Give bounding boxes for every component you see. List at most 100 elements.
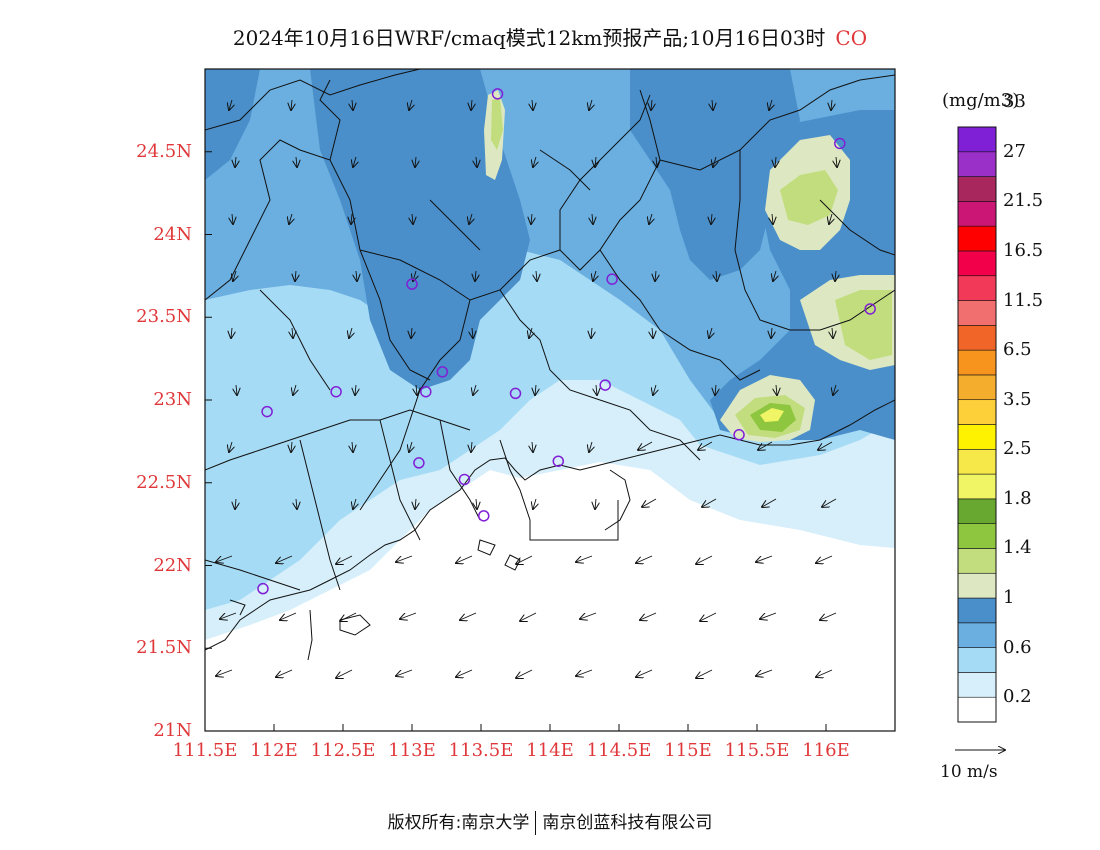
wind-arrow xyxy=(576,555,593,562)
station-marker xyxy=(478,510,490,522)
x-tick-label: 114.5E xyxy=(586,740,652,761)
wind-arrow xyxy=(472,327,473,338)
wind-arrow xyxy=(700,612,717,621)
wind-arrow xyxy=(415,498,416,509)
wind-arrow xyxy=(456,555,473,563)
wind-arrow xyxy=(220,612,237,619)
wind-arrow xyxy=(409,441,412,452)
wind-arrow xyxy=(356,270,357,281)
footer-separator xyxy=(535,811,537,835)
colorbar-segment xyxy=(957,325,997,351)
wind-arrow xyxy=(476,498,477,509)
wind-arrow xyxy=(396,555,413,562)
x-tick-label: 111.5E xyxy=(172,740,238,761)
x-tick-label: 115E xyxy=(664,740,712,761)
wind-arrow xyxy=(533,498,536,509)
wind-arrow xyxy=(816,669,833,677)
wind-arrow xyxy=(531,213,532,224)
wind-arrow xyxy=(756,669,773,676)
colorbar-unit: (mg/m3) xyxy=(942,90,1020,111)
station-markers xyxy=(257,88,876,595)
wind-arrow xyxy=(589,441,592,452)
wind-arrow xyxy=(232,213,233,224)
wind-arrow xyxy=(336,555,353,564)
wind-arrow xyxy=(655,270,656,281)
colorbar-label: 16.5 xyxy=(1003,239,1044,261)
wind-arrow xyxy=(653,384,656,395)
station-marker xyxy=(733,429,745,441)
y-tick-label: 23N xyxy=(153,389,192,410)
wind-arrow xyxy=(473,384,476,395)
x-tick-label: 115.5E xyxy=(724,740,790,761)
wind-arrow xyxy=(652,327,653,338)
wind-arrow xyxy=(762,498,777,507)
y-tick-label: 23.5N xyxy=(136,306,192,328)
wind-arrow xyxy=(516,669,533,678)
station-marker xyxy=(491,88,504,100)
y-tick-label: 22.5N xyxy=(136,471,192,493)
station-marker xyxy=(606,273,618,285)
wind-arrow xyxy=(589,99,592,110)
station-marker xyxy=(458,473,471,486)
colorbar-segment xyxy=(957,225,997,252)
wind-arrow xyxy=(296,498,297,509)
wind-arrow xyxy=(835,270,836,281)
wind-arrow xyxy=(340,612,357,621)
colorbar-segment xyxy=(957,473,997,500)
wind-arrow xyxy=(636,555,653,563)
wind-arrow xyxy=(536,270,537,281)
reference-wind-label: 10 m/s xyxy=(940,762,998,782)
colorbar-segment xyxy=(957,250,997,277)
wind-arrow xyxy=(772,213,773,224)
wind-arrow xyxy=(636,669,653,677)
wind-arrow xyxy=(476,156,477,167)
x-tick-label: 113E xyxy=(388,740,436,761)
station-marker xyxy=(261,405,273,418)
wind-arrow xyxy=(469,213,472,224)
wind-arrow xyxy=(640,612,657,620)
wind-arrow xyxy=(696,555,713,564)
colorbar-segment xyxy=(957,201,997,227)
wind-arrow xyxy=(529,327,532,338)
wind-arrow xyxy=(349,327,352,338)
wind-arrow xyxy=(698,441,713,450)
wind-arrow xyxy=(471,99,472,110)
colorbar-segment xyxy=(957,548,997,574)
wind-arrow xyxy=(229,99,232,110)
wind-vectors xyxy=(216,99,837,678)
colorbar-label: 1.8 xyxy=(1003,487,1032,509)
wind-arrow xyxy=(233,270,236,281)
wind-arrow xyxy=(651,99,652,110)
wind-arrow xyxy=(820,612,837,620)
colorbar-segment xyxy=(957,523,997,549)
wind-arrow xyxy=(593,270,596,281)
colorbar-segment xyxy=(957,597,997,624)
station-marker xyxy=(413,457,425,469)
wind-arrow xyxy=(716,270,717,281)
copyright-footer: 版权所有:南京大学 南京创蓝科技有限公司 xyxy=(0,808,1100,835)
wind-arrow xyxy=(396,669,413,676)
station-marker xyxy=(330,385,342,398)
colorbar-label: 3.5 xyxy=(1003,388,1032,410)
colorbar-segment xyxy=(957,572,997,599)
station-marker xyxy=(406,278,418,290)
colorbar-label: 27 xyxy=(1003,140,1026,162)
wind-arrow xyxy=(409,99,412,110)
colorbar-label: 21.5 xyxy=(1003,190,1044,212)
wind-arrow xyxy=(713,156,716,167)
wind-arrow xyxy=(535,384,536,395)
wind-arrow xyxy=(235,156,236,167)
wind-arrow xyxy=(460,612,477,620)
colorbar-label: 11.5 xyxy=(1003,289,1044,311)
wind-arrow xyxy=(771,327,772,338)
wind-arrow xyxy=(532,441,533,452)
wind-arrow xyxy=(709,327,712,338)
wind-arrow xyxy=(696,669,713,678)
wind-arrow xyxy=(818,441,833,450)
colorbar-segment xyxy=(957,424,997,450)
station-marker xyxy=(864,303,876,315)
station-marker xyxy=(257,582,269,595)
colorbar-label: 6.5 xyxy=(1003,339,1032,361)
colorbar xyxy=(957,126,997,723)
